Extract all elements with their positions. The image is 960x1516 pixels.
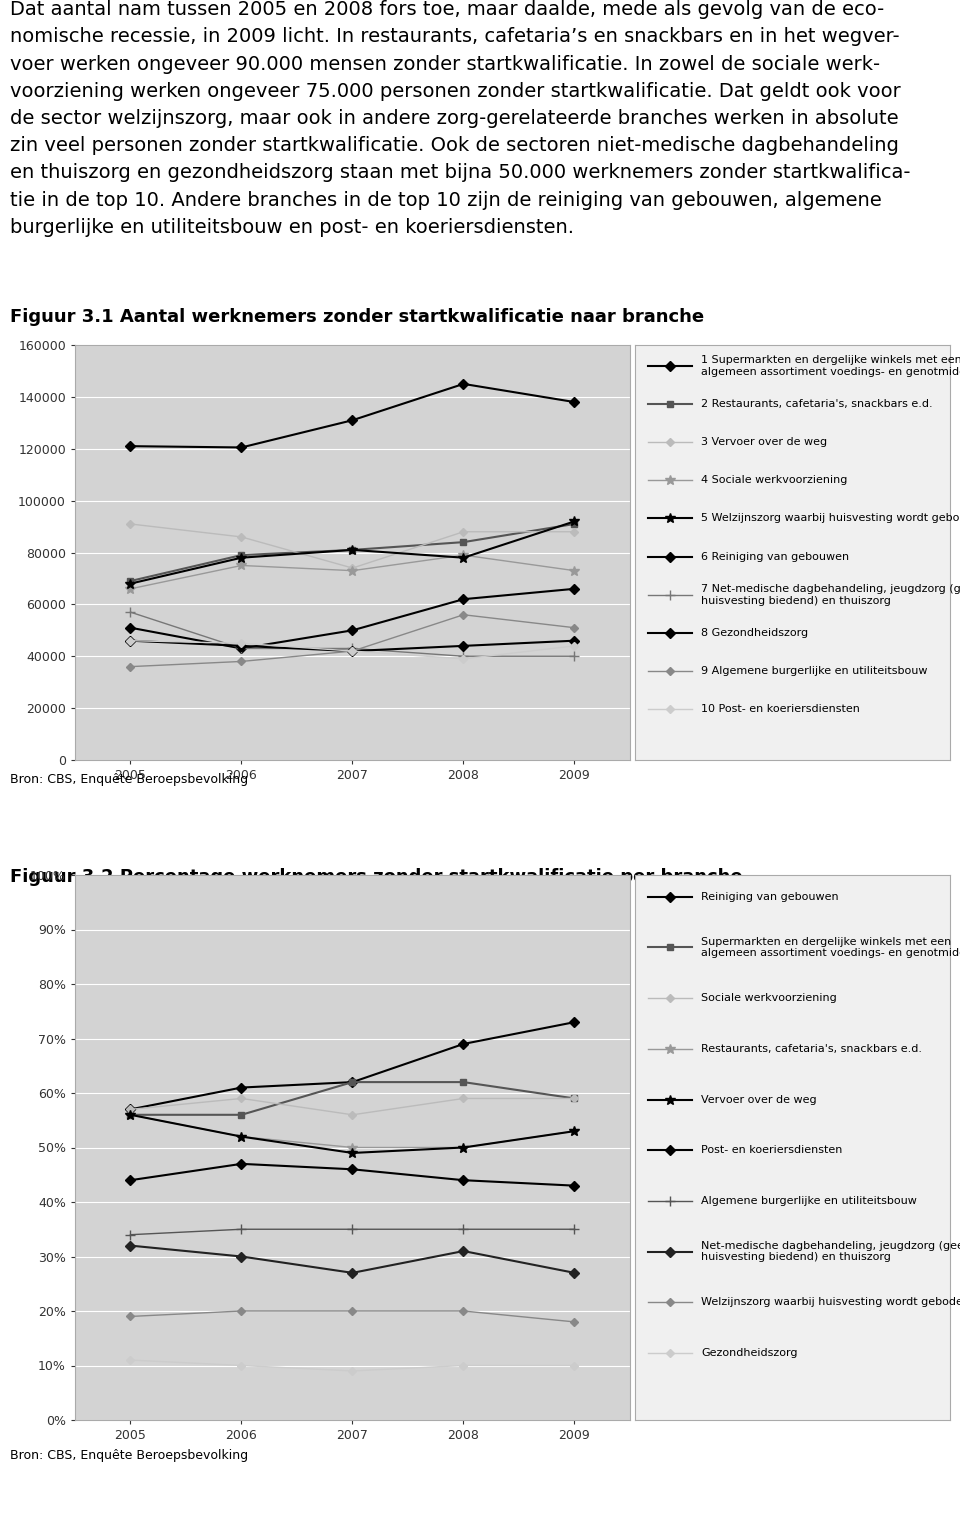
- Text: 10 Post- en koeriersdiensten: 10 Post- en koeriersdiensten: [701, 705, 860, 714]
- Text: 6 Reiniging van gebouwen: 6 Reiniging van gebouwen: [701, 552, 850, 561]
- Text: 3 Vervoer over de weg: 3 Vervoer over de weg: [701, 437, 828, 447]
- Text: Dat aantal nam tussen 2005 en 2008 fors toe, maar daalde, mede als gevolg van de: Dat aantal nam tussen 2005 en 2008 fors …: [10, 0, 910, 236]
- Text: Gezondheidszorg: Gezondheidszorg: [701, 1348, 798, 1358]
- Text: Figuur 3.1 Aantal werknemers zonder startkwalificatie naar branche: Figuur 3.1 Aantal werknemers zonder star…: [10, 308, 704, 326]
- Text: 4 Sociale werkvoorziening: 4 Sociale werkvoorziening: [701, 476, 848, 485]
- Text: Vervoer over de weg: Vervoer over de weg: [701, 1095, 817, 1105]
- Text: Net-medische dagbehandeling, jeugdzorg (geen
huisvesting biedend) en thuiszorg: Net-medische dagbehandeling, jeugdzorg (…: [701, 1240, 960, 1263]
- Text: Bron: CBS, Enquête Beroepsbevolking: Bron: CBS, Enquête Beroepsbevolking: [10, 1448, 248, 1461]
- Text: 1 Supermarkten en dergelijke winkels met een
algemeen assortiment voedings- en g: 1 Supermarkten en dergelijke winkels met…: [701, 355, 960, 376]
- Text: Sociale werkvoorziening: Sociale werkvoorziening: [701, 993, 837, 1004]
- Text: Welzijnszorg waarbij huisvesting wordt geboden: Welzijnszorg waarbij huisvesting wordt g…: [701, 1298, 960, 1307]
- Text: Bron: CBS, Enquête Beroepsbevolking: Bron: CBS, Enquête Beroepsbevolking: [10, 773, 248, 787]
- Text: Restaurants, cafetaria's, snackbars e.d.: Restaurants, cafetaria's, snackbars e.d.: [701, 1045, 923, 1054]
- Text: 7 Net-medische dagbehandeling, jeugdzorg (geen
huisvesting biedend) en thuiszorg: 7 Net-medische dagbehandeling, jeugdzorg…: [701, 584, 960, 605]
- Text: Reiniging van gebouwen: Reiniging van gebouwen: [701, 891, 839, 902]
- Text: 2 Restaurants, cafetaria's, snackbars e.d.: 2 Restaurants, cafetaria's, snackbars e.…: [701, 399, 933, 409]
- Text: 5 Welzijnszorg waarbij huisvesting wordt geboden: 5 Welzijnszorg waarbij huisvesting wordt…: [701, 514, 960, 523]
- Text: Post- en koeriersdiensten: Post- en koeriersdiensten: [701, 1145, 843, 1155]
- Text: Figuur 3.2 Percentage werknemers zonder startkwalificatie per branche: Figuur 3.2 Percentage werknemers zonder …: [10, 869, 742, 887]
- Text: 8 Gezondheidszorg: 8 Gezondheidszorg: [701, 628, 808, 638]
- Text: Algemene burgerlijke en utiliteitsbouw: Algemene burgerlijke en utiliteitsbouw: [701, 1196, 917, 1205]
- Text: 9 Algemene burgerlijke en utiliteitsbouw: 9 Algemene burgerlijke en utiliteitsbouw: [701, 666, 927, 676]
- Text: Supermarkten en dergelijke winkels met een
algemeen assortiment voedings- en gen: Supermarkten en dergelijke winkels met e…: [701, 937, 960, 958]
